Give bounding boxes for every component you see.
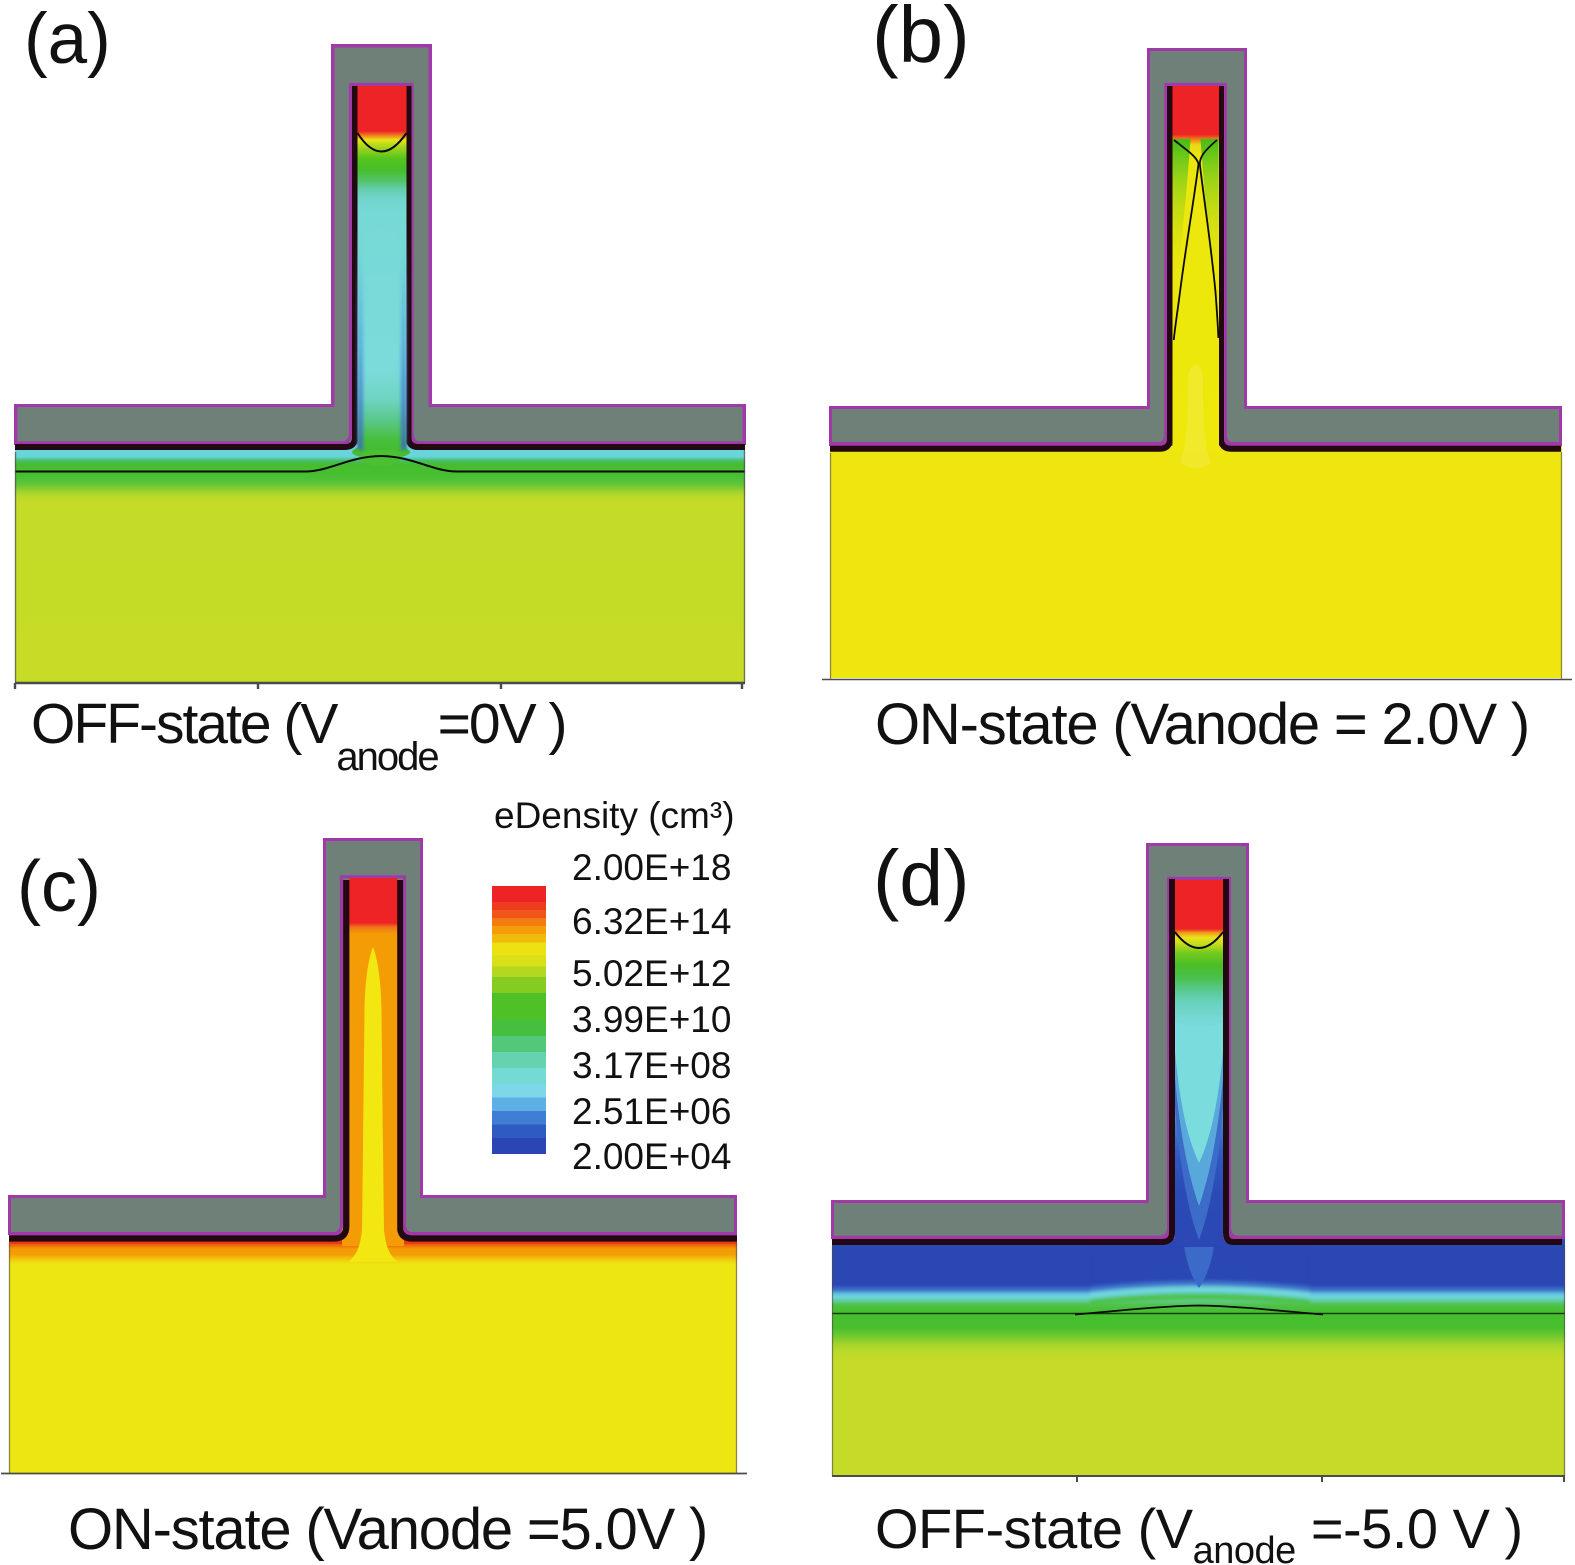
svg-text:3.99E+10: 3.99E+10 bbox=[572, 999, 731, 1040]
svg-text:(b): (b) bbox=[872, 0, 970, 79]
svg-text:eDensity (cm³): eDensity (cm³) bbox=[494, 795, 735, 836]
svg-text:2.51E+06: 2.51E+06 bbox=[572, 1091, 731, 1132]
svg-text:ON-state (Vanode =5.0V ): ON-state (Vanode =5.0V ) bbox=[68, 1497, 707, 1562]
svg-text:5.02E+12: 5.02E+12 bbox=[572, 953, 731, 994]
svg-text:ON-state (Vanode = 2.0V ): ON-state (Vanode = 2.0V ) bbox=[875, 692, 1529, 757]
svg-text:3.17E+08: 3.17E+08 bbox=[572, 1045, 731, 1086]
svg-text:(c): (c) bbox=[17, 847, 101, 927]
svg-text:OFF-state (Vanode=0V ): OFF-state (Vanode=0V ) bbox=[31, 692, 565, 779]
svg-text:OFF-state (Vanode =-5.0 V ): OFF-state (Vanode =-5.0 V ) bbox=[875, 1497, 1523, 1565]
svg-text:2.00E+04: 2.00E+04 bbox=[572, 1136, 731, 1177]
svg-text:6.32E+14: 6.32E+14 bbox=[572, 901, 731, 942]
svg-text:2.00E+18: 2.00E+18 bbox=[572, 847, 731, 888]
svg-text:(d): (d) bbox=[873, 833, 970, 922]
svg-text:(a): (a) bbox=[24, 0, 111, 79]
